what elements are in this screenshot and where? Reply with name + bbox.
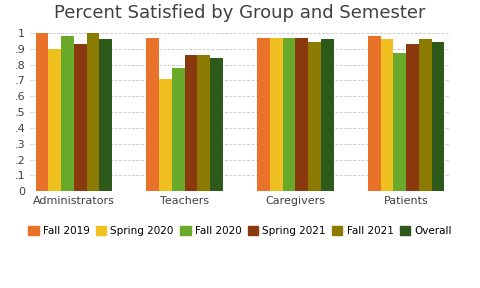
Bar — [146, 38, 159, 191]
Bar — [172, 68, 185, 191]
Bar — [295, 38, 308, 191]
Bar — [86, 33, 99, 191]
Bar — [185, 55, 197, 191]
Bar — [419, 39, 432, 191]
Bar — [406, 44, 419, 191]
Bar — [74, 44, 86, 191]
Bar — [48, 49, 61, 191]
Bar — [159, 79, 172, 191]
Bar — [36, 33, 48, 191]
Bar — [308, 42, 321, 191]
Bar — [394, 54, 406, 191]
Bar — [321, 39, 334, 191]
Title: Percent Satisfied by Group and Semester: Percent Satisfied by Group and Semester — [54, 4, 426, 22]
Bar — [197, 55, 210, 191]
Bar — [61, 36, 74, 191]
Bar — [257, 38, 270, 191]
Bar — [368, 36, 381, 191]
Bar — [210, 58, 223, 191]
Bar — [432, 42, 444, 191]
Bar — [283, 38, 295, 191]
Bar — [270, 38, 283, 191]
Bar — [99, 39, 112, 191]
Legend: Fall 2019, Spring 2020, Fall 2020, Spring 2021, Fall 2021, Overall: Fall 2019, Spring 2020, Fall 2020, Sprin… — [28, 226, 452, 236]
Bar — [381, 39, 394, 191]
